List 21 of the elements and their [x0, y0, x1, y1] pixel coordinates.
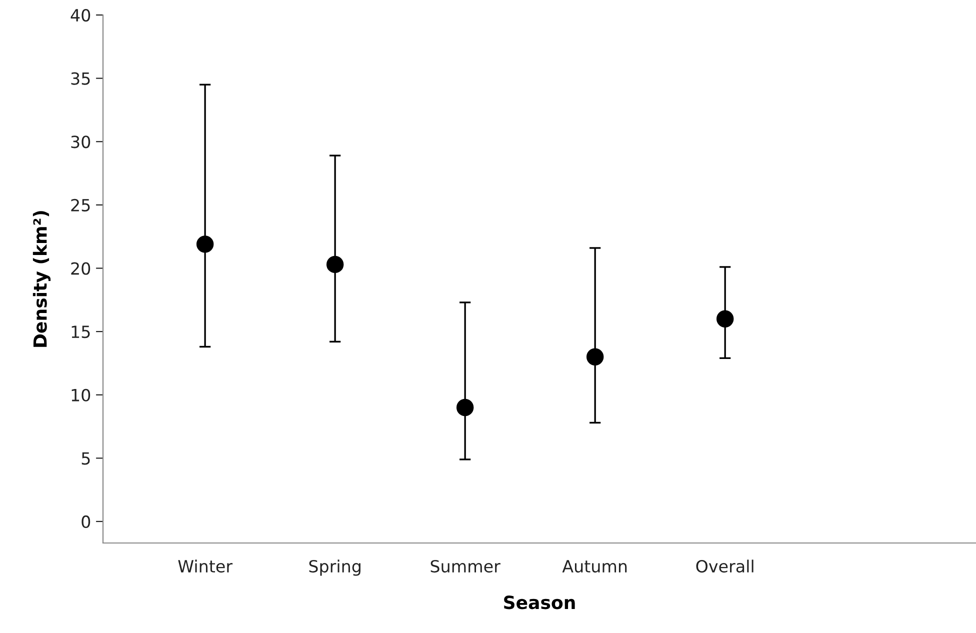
x-tick-label: Autumn [562, 560, 627, 573]
y-tick-label: 30 [71, 136, 90, 148]
point [716, 310, 734, 328]
y-tick-label: 40 [70, 8, 90, 22]
x-axis-title: Season [504, 596, 575, 610]
y-tick-label: 15 [72, 326, 90, 338]
y-tick-label: 25 [71, 198, 90, 212]
x-tick-label: Spring [309, 560, 360, 576]
y-tick-label: 0 [82, 515, 90, 528]
y-axis-title: Density (km²) [32, 211, 51, 347]
y-tick-label: 5 [82, 452, 90, 465]
point [326, 256, 344, 274]
point [586, 348, 604, 366]
point [456, 398, 474, 416]
x-tick-label: Summer [430, 560, 500, 573]
point [196, 236, 214, 253]
x-tick-label: Winter [178, 560, 233, 573]
y-tick-label: 35 [71, 72, 90, 85]
x-tick-label: Overall [696, 560, 754, 573]
y-tick-label: 20 [71, 262, 90, 275]
y-tick-label: 10 [72, 388, 90, 402]
